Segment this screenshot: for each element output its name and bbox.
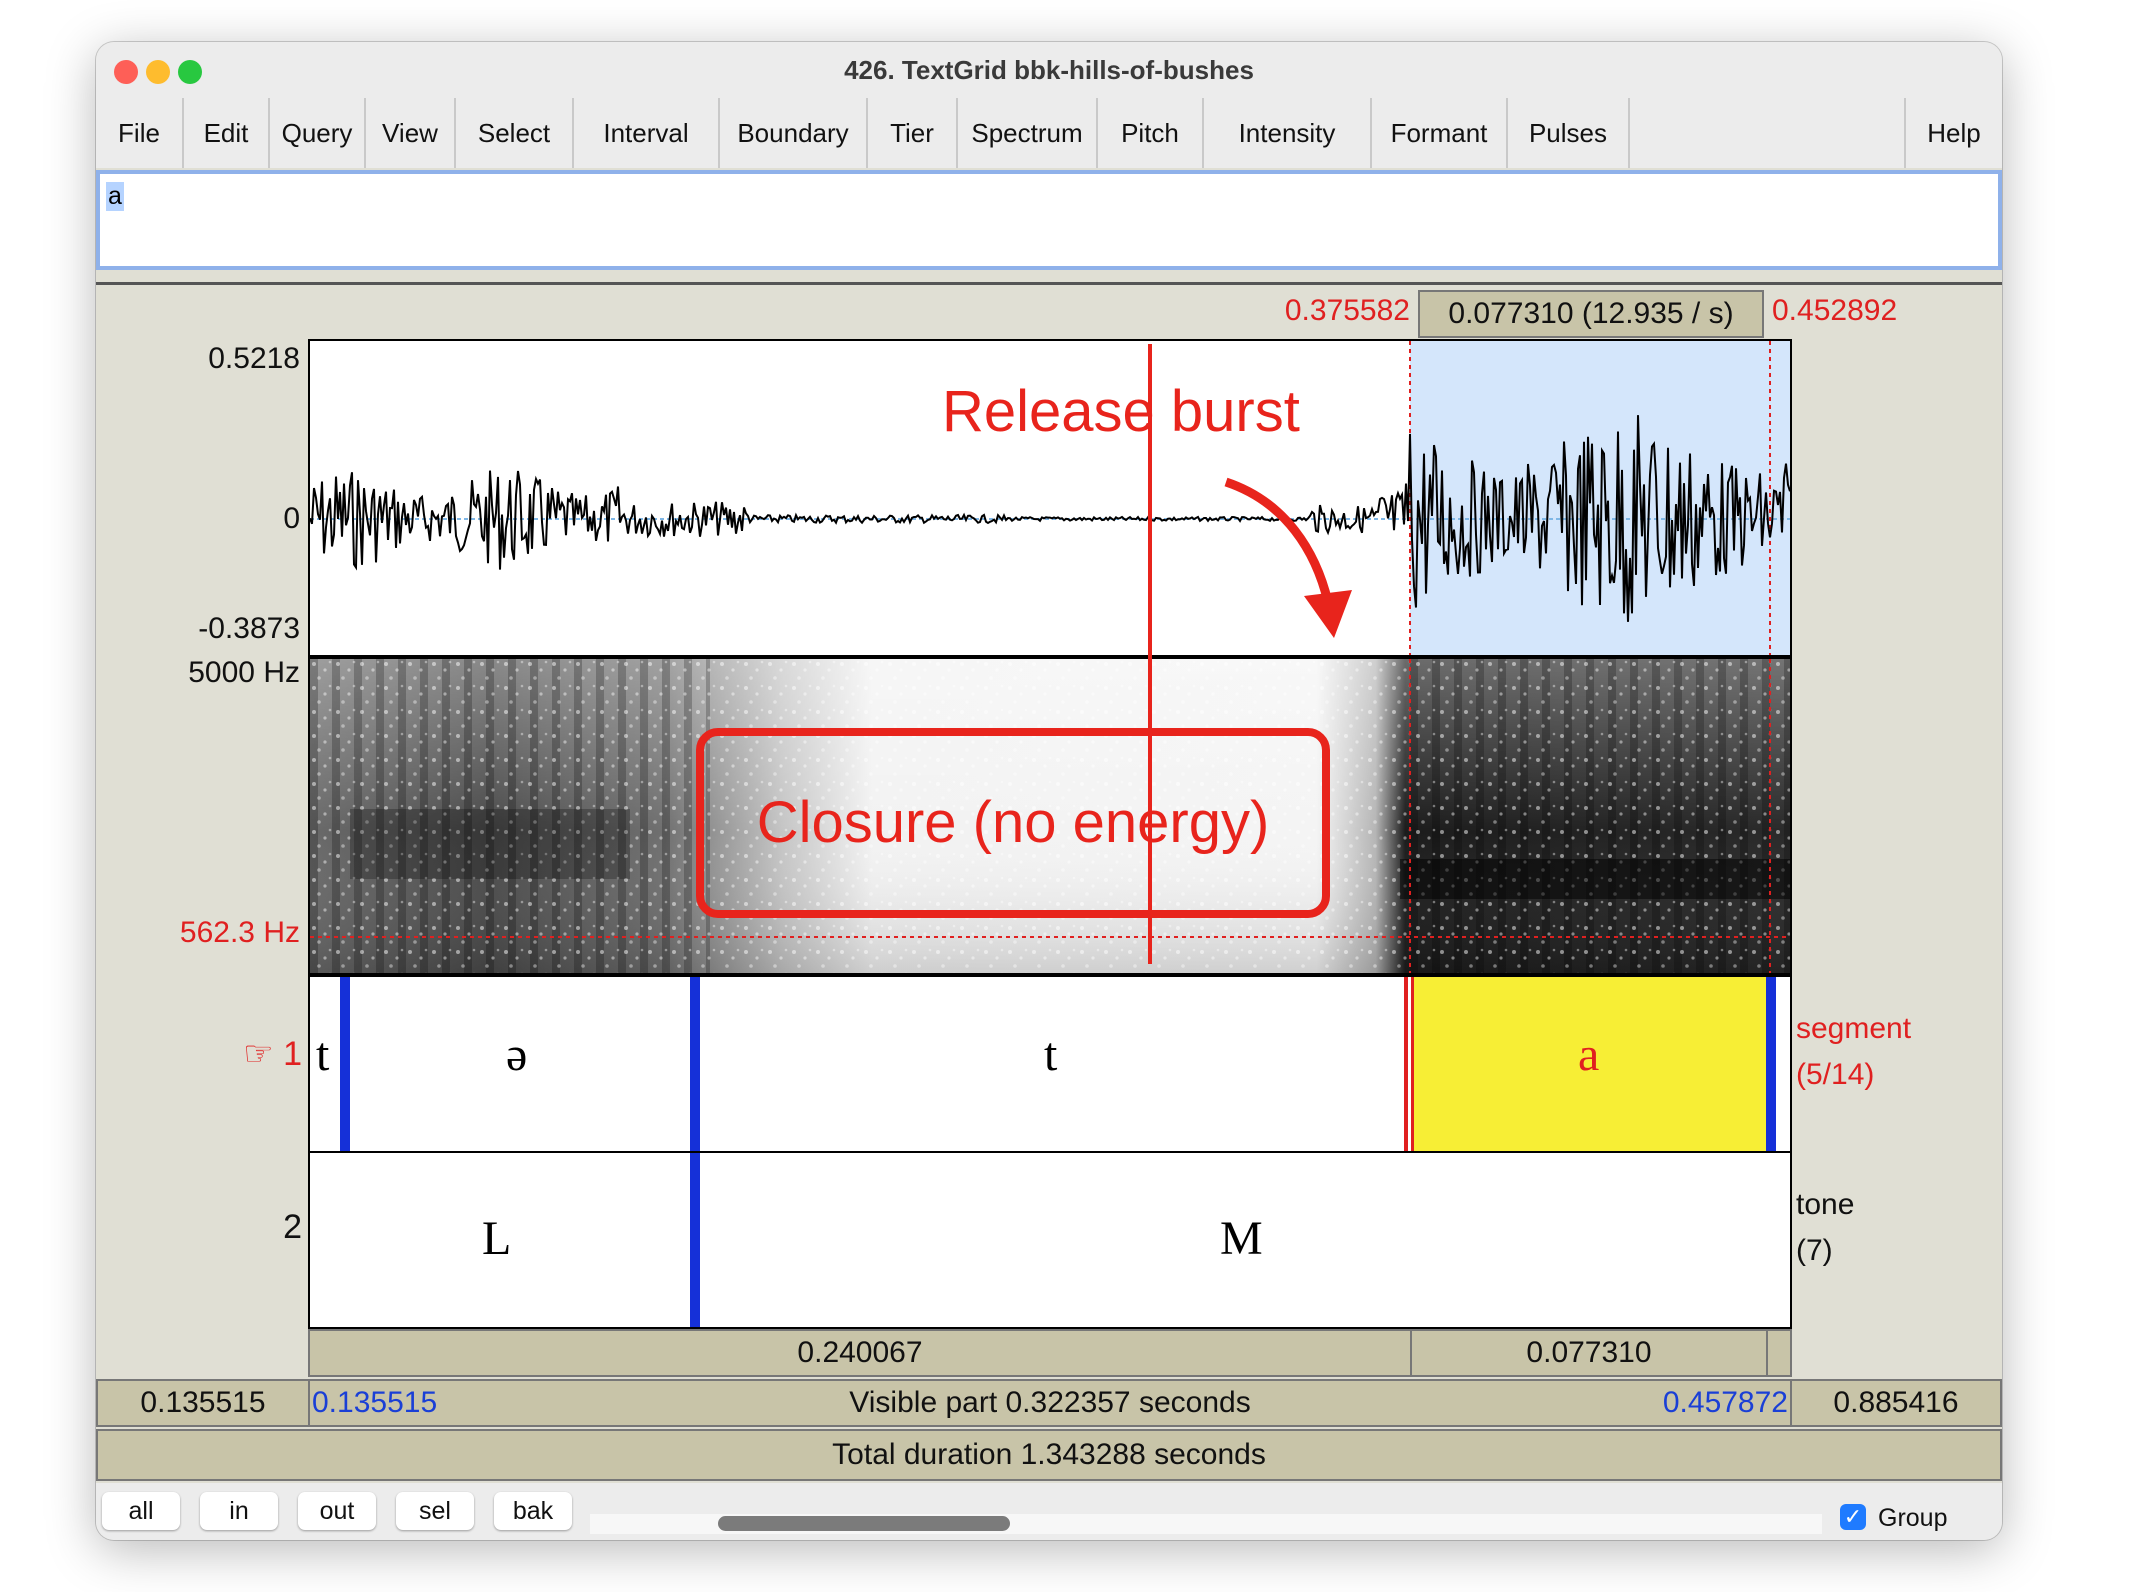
visible-part-text: Visible part 0.322357 seconds [849,1386,1251,1419]
horizontal-scrollbar[interactable] [590,1514,1822,1534]
selection-end: 0.452892 [1772,294,1898,327]
spectrogram-cursor-frequency: 562.3 Hz [179,916,300,949]
menu-spectrum[interactable]: Spectrum [958,98,1098,168]
waveform-panel[interactable] [308,339,1792,657]
tier-1-boundary[interactable] [690,977,700,1151]
tier-1-number[interactable]: ☞ 1 [243,1035,302,1073]
selection-duration[interactable]: 0.077310 (12.935 / s) [1418,290,1764,338]
tier-1-count: (5/14) [1796,1058,1875,1091]
menu-query[interactable]: Query [270,98,366,168]
segment-label[interactable]: ə [506,1028,528,1081]
right-outside-duration[interactable]: 0.885416 [1790,1379,2002,1427]
separator [96,282,2002,285]
interval-text-value[interactable]: a [106,182,124,211]
waveform-zero: 0 [283,502,300,535]
left-outside-duration[interactable]: 0.135515 [96,1379,310,1427]
interval-text-field[interactable]: a [96,170,2002,270]
tier-2-count: (7) [1796,1234,1833,1267]
tone-label[interactable]: L [482,1212,512,1265]
waveform-max: 0.5218 [208,342,300,375]
menu-tier[interactable]: Tier [868,98,958,168]
segment-label-selected[interactable]: a [1578,1028,1600,1081]
menu-file[interactable]: File [96,98,184,168]
menu-pulses[interactable]: Pulses [1508,98,1630,168]
minimize-window-button[interactable] [146,60,170,84]
menu-boundary[interactable]: Boundary [720,98,868,168]
selected-boundary-right [1411,977,1414,1151]
tier-2-number[interactable]: 2 [283,1208,302,1246]
tier-segment[interactable]: t ə t a [308,975,1792,1153]
selected-interval-highlight [1412,977,1768,1151]
zoom-all-button[interactable]: all [102,1492,180,1530]
tier-tone[interactable]: L M [308,1151,1792,1329]
release-burst-line [1148,344,1152,964]
tier-1-boundary[interactable] [1766,977,1776,1151]
interval-duration-bar[interactable]: 0.240067 [308,1329,1412,1377]
spectrogram-top-frequency: 5000 Hz [188,656,300,689]
selected-interval-duration-bar[interactable]: 0.077310 [1410,1329,1768,1377]
menu-select[interactable]: Select [456,98,574,168]
menu-view[interactable]: View [366,98,456,168]
group-label: Group [1878,1504,1948,1532]
tier-2-name: tone [1796,1188,1855,1221]
menu-help[interactable]: Help [1904,98,2002,168]
interval-duration-bar-end[interactable] [1766,1329,1792,1377]
segment-label[interactable]: t [316,1028,330,1081]
group-checkbox[interactable]: ✓ [1840,1504,1866,1530]
visible-end: 0.457872 [1662,1386,1788,1419]
tier-1-boundary[interactable] [340,977,350,1151]
spectrogram-panel[interactable] [308,657,1792,975]
scrollbar-thumb[interactable] [718,1516,1010,1531]
zoom-out-button[interactable]: out [298,1492,376,1530]
zoom-selection-button[interactable]: sel [396,1492,474,1530]
menu-interval[interactable]: Interval [574,98,720,168]
spectrogram-image [310,659,1790,973]
tone-label[interactable]: M [1220,1212,1263,1265]
window-title: 426. TextGrid bbk-hills-of-bushes [844,55,1254,85]
title-bar: 426. TextGrid bbk-hills-of-bushes [96,42,2002,98]
zoom-back-button[interactable]: bak [494,1492,572,1530]
zoom-window-button[interactable] [178,60,202,84]
closure-annotation: Closure (no energy) [696,728,1330,918]
release-burst-arrow [1224,477,1352,638]
menu-formant[interactable]: Formant [1372,98,1508,168]
praat-textgrid-window: 426. TextGrid bbk-hills-of-bushes File E… [96,42,2002,1540]
tier-2-boundary[interactable] [690,1153,700,1327]
tier-1-name: segment [1796,1012,1912,1045]
selection-start: 0.375582 [1284,294,1410,327]
zoom-in-button[interactable]: in [200,1492,278,1530]
segment-label[interactable]: t [1044,1028,1058,1081]
close-window-button[interactable] [114,60,138,84]
waveform-plot [310,341,1790,655]
total-duration-bar[interactable]: Total duration 1.343288 seconds [96,1429,2002,1481]
menu-bar: File Edit Query View Select Interval Bou… [96,98,2002,168]
selected-boundary-left[interactable] [1404,977,1408,1151]
menu-edit[interactable]: Edit [184,98,270,168]
menu-intensity[interactable]: Intensity [1204,98,1372,168]
waveform-min: -0.3873 [198,612,300,645]
release-burst-label: Release burst [942,379,1300,444]
visible-part-bar[interactable]: 0.135515 Visible part 0.322357 seconds 0… [308,1379,1792,1427]
menu-pitch[interactable]: Pitch [1098,98,1204,168]
visible-start: 0.135515 [312,1386,438,1419]
